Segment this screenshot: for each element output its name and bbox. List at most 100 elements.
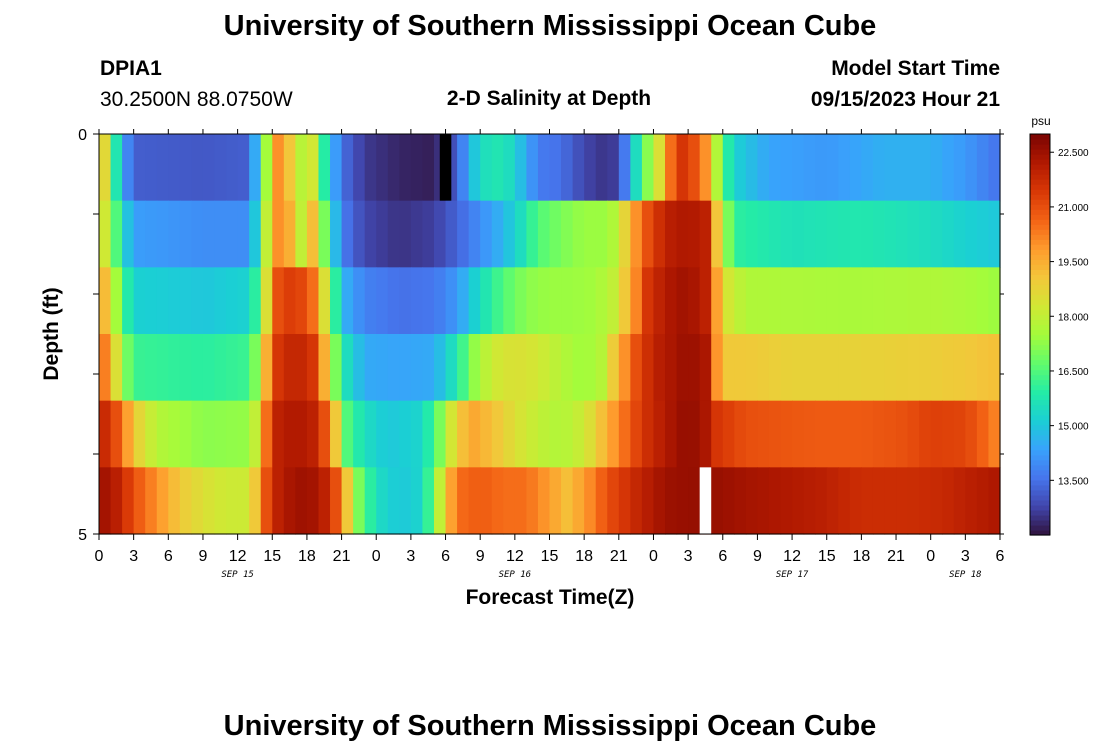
heatmap-cell: [376, 467, 389, 535]
heatmap-cell: [445, 400, 458, 468]
heatmap-cell: [526, 134, 539, 202]
heatmap-cell: [457, 267, 470, 335]
heatmap-cell: [191, 467, 204, 535]
heatmap-cell: [907, 334, 920, 402]
heatmap-cell: [364, 134, 377, 202]
heatmap-cell: [745, 334, 759, 402]
heatmap-cell: [306, 400, 320, 468]
heatmap-cell: [618, 400, 631, 468]
colorbar-cell: [1030, 209, 1050, 215]
heatmap-cell: [757, 334, 770, 402]
model-start-value: 09/15/2023 Hour 21: [811, 88, 1000, 111]
heatmap-cell: [572, 267, 585, 335]
heatmap-cell: [445, 267, 458, 335]
heatmap-cell: [537, 334, 551, 402]
colorbar-tick-label: 13.500: [1058, 476, 1089, 487]
heatmap-cell: [145, 334, 158, 402]
heatmap-cell: [202, 467, 216, 535]
heatmap-cell: [330, 267, 343, 335]
heatmap-cell: [480, 467, 493, 535]
heatmap-cell: [595, 134, 608, 202]
heatmap-cell: [457, 134, 470, 202]
heatmap-cell: [930, 200, 943, 268]
heatmap-cell: [410, 134, 424, 202]
colorbar-cell: [1030, 179, 1050, 185]
heatmap-cell: [133, 467, 146, 535]
heatmap-cell: [630, 267, 643, 335]
heatmap-cell: [907, 200, 920, 268]
heatmap-cell: [907, 267, 920, 335]
colorbar-cell: [1030, 504, 1050, 511]
heatmap-cell: [919, 334, 932, 402]
heatmap-cell: [803, 334, 816, 402]
heatmap-cell: [838, 467, 851, 535]
heatmap-cell: [214, 467, 227, 535]
heatmap-cell: [145, 467, 158, 535]
heatmap-cell: [815, 200, 828, 268]
heatmap-cell: [872, 267, 886, 335]
heatmap-cell: [711, 467, 724, 535]
x-tick-label: 9: [199, 548, 208, 565]
heatmap-cell: [306, 267, 320, 335]
heatmap-cell: [514, 467, 527, 535]
heatmap-cell: [768, 400, 782, 468]
colorbar-cell: [1030, 149, 1050, 155]
heatmap-cell: [179, 200, 193, 268]
heatmap-cell: [884, 267, 897, 335]
heatmap-cell: [226, 334, 239, 402]
heatmap-cell: [792, 400, 805, 468]
heatmap-cell: [803, 467, 816, 535]
heatmap-cell: [387, 334, 400, 402]
heatmap-cell: [376, 267, 389, 335]
heatmap-cell: [919, 134, 932, 202]
colorbar-cell: [1030, 429, 1050, 436]
heatmap-cell: [503, 467, 516, 535]
colorbar-cell: [1030, 234, 1050, 240]
heatmap-cell: [387, 134, 400, 202]
heatmap-cell: [653, 134, 666, 202]
heatmap-cell: [849, 334, 862, 402]
colorbar-cell: [1030, 324, 1050, 331]
heatmap-cell: [202, 267, 216, 335]
x-tick-label: 21: [887, 548, 905, 565]
missing-cell: [699, 467, 712, 534]
heatmap-cell: [965, 334, 978, 402]
heatmap-cell: [549, 200, 562, 268]
heatmap-cell: [607, 400, 620, 468]
colorbar-cell: [1030, 189, 1050, 195]
colorbar-cell: [1030, 304, 1050, 311]
heatmap-cell: [272, 467, 285, 535]
heatmap-cell: [260, 400, 273, 468]
heatmap-cell: [537, 467, 551, 535]
colorbar-cell: [1030, 339, 1050, 346]
heatmap-cell: [468, 134, 481, 202]
colorbar-cell: [1030, 334, 1050, 341]
colorbar-cell: [1030, 469, 1050, 476]
heatmap-cell: [468, 400, 481, 468]
heatmap-cell: [618, 200, 631, 268]
heatmap-cell: [99, 200, 112, 268]
x-tick-label: 12: [229, 548, 247, 565]
heatmap-cell: [792, 134, 805, 202]
x-tick-label: 9: [476, 548, 485, 565]
heatmap-cell: [930, 467, 943, 535]
heatmap-cell: [341, 267, 354, 335]
heatmap-cell: [768, 334, 782, 402]
heatmap-cell: [145, 267, 158, 335]
heatmap-cell: [491, 134, 504, 202]
heatmap-cell: [849, 400, 862, 468]
heatmap-cell: [780, 400, 793, 468]
heatmap-cell: [745, 400, 759, 468]
heatmap-cell: [191, 267, 204, 335]
heatmap-cell: [422, 134, 435, 202]
heatmap-cell: [226, 200, 239, 268]
heatmap-cell: [156, 200, 169, 268]
colorbar-cell: [1030, 274, 1050, 280]
heatmap-cell: [387, 467, 400, 535]
heatmap-cell: [965, 400, 978, 468]
heatmap-cell: [122, 334, 135, 402]
heatmap-cell: [364, 200, 377, 268]
heatmap-cell: [572, 467, 585, 535]
heatmap-cell: [110, 134, 123, 202]
heatmap-cell: [318, 267, 331, 335]
